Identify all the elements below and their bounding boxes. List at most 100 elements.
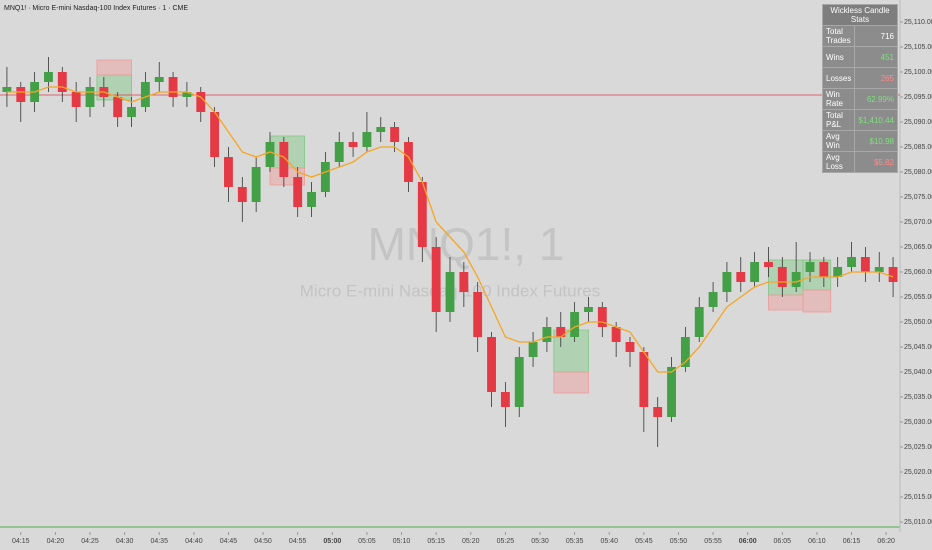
candle-body	[417, 182, 427, 247]
candle-body	[459, 272, 469, 292]
candle-body	[860, 257, 870, 272]
trade-zone	[553, 371, 589, 394]
y-tick-label: 25,050.00	[904, 319, 932, 326]
watermark-symbol: MNQ1!, 1	[368, 218, 565, 270]
candle-body	[819, 262, 829, 277]
x-tick-label: 06:00	[739, 538, 757, 545]
x-tick-label: 05:25	[497, 538, 515, 545]
x-tick-label: 04:40	[185, 538, 203, 545]
x-tick-label: 04:55	[289, 538, 307, 545]
candle-body	[570, 312, 580, 337]
stats-row: Avg Win $10.98	[821, 130, 898, 152]
stats-label: Avg Loss	[821, 151, 856, 173]
candle-body	[71, 92, 81, 107]
stats-value: 716	[854, 25, 898, 47]
stats-value: 265	[854, 67, 898, 89]
stats-row: Wins 451	[821, 46, 898, 68]
candle-body	[708, 292, 718, 307]
candle-body	[293, 177, 303, 207]
stats-row: Total Trades 716	[821, 25, 898, 47]
candle-body	[210, 112, 220, 157]
candle-body	[320, 162, 330, 192]
candle-body	[224, 157, 233, 187]
candle-body	[736, 272, 746, 282]
candle-body	[431, 247, 441, 312]
candle-body	[140, 82, 150, 107]
y-tick-label: 25,110.00	[904, 19, 932, 26]
x-tick-label: 06:05	[774, 538, 792, 545]
candle-body	[805, 262, 815, 272]
candle-body	[334, 142, 344, 162]
y-tick-label: 25,010.00	[904, 519, 932, 526]
y-tick-label: 25,085.00	[904, 144, 932, 151]
candle-body	[473, 292, 483, 337]
candle-body	[597, 307, 607, 327]
candle-body	[404, 142, 413, 182]
candle-body	[376, 127, 386, 132]
y-tick-label: 25,065.00	[904, 244, 932, 251]
stats-row: Win Rate 62.99%	[821, 88, 898, 110]
x-tick-label: 05:20	[462, 538, 480, 545]
stats-row: Losses 265	[821, 67, 898, 89]
candle-body	[307, 192, 316, 207]
stats-table: Wickless Candle Stats Total Trades 716 Win…	[821, 4, 898, 173]
candle-body	[196, 92, 206, 112]
x-tick-label: 04:15	[12, 538, 30, 545]
stats-label: Total P&L	[821, 109, 856, 131]
candle-body	[500, 392, 510, 407]
candle-body	[777, 267, 787, 287]
candle-body	[653, 407, 663, 417]
stats-label: Avg Win	[821, 130, 856, 152]
candle-body	[667, 367, 676, 417]
x-tick-label: 06:15	[843, 538, 861, 545]
x-tick-label: 06:10	[808, 538, 826, 545]
candle-body	[251, 167, 261, 202]
candle-body	[680, 337, 690, 367]
y-tick-label: 25,095.00	[904, 94, 932, 101]
candle-body	[874, 267, 884, 272]
stats-value: $5.82	[854, 151, 898, 173]
candle-body	[154, 77, 164, 82]
y-tick-label: 25,040.00	[904, 369, 932, 376]
y-tick-label: 25,060.00	[904, 269, 932, 276]
x-tick-label: 05:45	[635, 538, 653, 545]
x-tick-label: 04:25	[81, 538, 99, 545]
plot	[0, 57, 900, 447]
y-tick-label: 25,045.00	[904, 344, 932, 351]
candle-body	[694, 307, 704, 337]
y-tick-label: 25,025.00	[904, 444, 932, 451]
stats-value: 451	[854, 46, 898, 68]
candle-body	[127, 107, 136, 117]
x-tick-label: 05:30	[531, 538, 549, 545]
stats-value: 62.99%	[854, 88, 898, 110]
candle-body	[44, 72, 53, 82]
y-tick-label: 25,020.00	[904, 469, 932, 476]
candle-body	[625, 342, 635, 352]
candle-body	[722, 272, 732, 292]
candle-body	[514, 357, 524, 407]
x-tick-label: 05:55	[704, 538, 722, 545]
candle-body	[847, 257, 856, 267]
stats-label: Wins	[821, 46, 856, 68]
candle-body	[445, 272, 455, 312]
header-title: MNQ1! · Micro E-mini Nasdaq-100 Index Fu…	[4, 5, 188, 12]
candle-body	[113, 97, 123, 117]
candle-body	[750, 262, 760, 282]
candle-body	[348, 142, 358, 147]
candle-body	[57, 72, 67, 92]
x-tick-label: 04:35	[150, 538, 168, 545]
candle-body	[888, 267, 898, 282]
moving-average	[6, 86, 894, 373]
stats-row: Total P&L $1,410.44	[821, 109, 898, 131]
candle-body	[764, 262, 773, 267]
x-tick-label: 05:00	[323, 538, 341, 545]
y-tick-label: 25,090.00	[904, 119, 932, 126]
candle-body	[362, 132, 372, 147]
candle-body	[833, 267, 843, 277]
x-tick-label: 06:20	[877, 538, 895, 545]
stats-value: $1,410.44	[854, 109, 898, 131]
candle-body	[487, 337, 496, 392]
x-tick-label: 05:15	[427, 538, 445, 545]
candle-body	[556, 327, 566, 337]
